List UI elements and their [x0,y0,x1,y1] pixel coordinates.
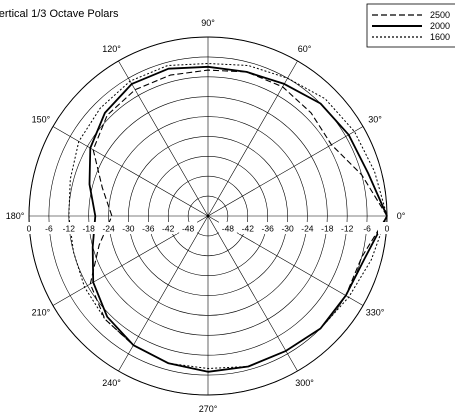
radial-tick-label: -36 [142,224,155,234]
radial-tick-label: -12 [341,224,354,234]
angle-label: 300° [295,378,314,388]
radial-tick-label: -48 [182,224,195,234]
angle-label: 90° [201,18,215,28]
tick-label-bg [20,222,38,234]
tick-label-bg [179,222,198,234]
radial-tick-label: 0 [385,224,390,234]
radial-tick-label: -18 [321,224,334,234]
polar-grid [28,36,388,396]
grid-spoke [207,126,364,217]
polar-series [68,63,388,373]
series-line-1600 [68,63,388,369]
radial-tick-label: -48 [222,224,235,234]
angle-label: 270° [199,404,218,414]
grid-spoke [207,215,298,372]
tick-label-bg [59,222,78,234]
tick-label-bg [139,222,158,234]
radial-tick-label: -24 [301,224,314,234]
center-point [206,214,210,218]
tick-label-bg [378,222,396,234]
legend-label: 1600 [430,32,450,42]
tick-label-bg [278,222,297,234]
tick-label-bg [238,222,257,234]
angle-labels: 0° 30° 60° 90° 120° 150° 180° 210° 240° 270° 300° 3… [6,18,406,414]
chart-title: Vertical 1/3 Octave Polars [0,8,119,20]
radial-tick-labels: 0 0-6 -6-12 -12-18 -18-24 -24-30 -30-36 -36-42-… [20,222,396,234]
angle-label: 120° [102,44,121,54]
tick-label-bg [298,222,317,234]
radial-tick-label: -42 [242,224,255,234]
angle-label: 30° [368,115,382,125]
radial-tick-label: -6 [363,224,371,234]
radial-tick-label: -24 [102,224,115,234]
tick-label-bg [258,222,277,234]
radial-tick-label: 0 [27,224,32,234]
tick-label-bg [358,222,377,234]
radial-tick-label: -30 [281,224,294,234]
radial-tick-label: -12 [63,224,76,234]
tick-label-bg [218,222,237,234]
angle-label: 330° [366,308,385,318]
tick-label-bg [99,222,118,234]
tick-label-bg [39,222,58,234]
radial-tick-label: -36 [262,224,275,234]
radial-tick-label: -6 [45,224,53,234]
legend-label: 2000 [430,21,450,31]
angle-label: 180° [6,211,25,221]
tick-label-bg [338,222,357,234]
tick-label-bg [159,222,178,234]
radial-tick-label: -42 [162,224,175,234]
radial-tick-label: -30 [122,224,135,234]
grid-spoke [118,60,209,217]
angle-label: 210° [32,308,51,318]
angle-label: 0° [397,211,406,221]
angle-label: 60° [298,44,312,54]
tick-label-bg [119,222,138,234]
tick-label-bg [79,222,98,234]
tick-label-bg [318,222,337,234]
radial-tick-label: -18 [83,224,96,234]
angle-label: 150° [32,115,51,125]
legend-label: 2500 [430,10,450,20]
angle-label: 240° [102,378,121,388]
